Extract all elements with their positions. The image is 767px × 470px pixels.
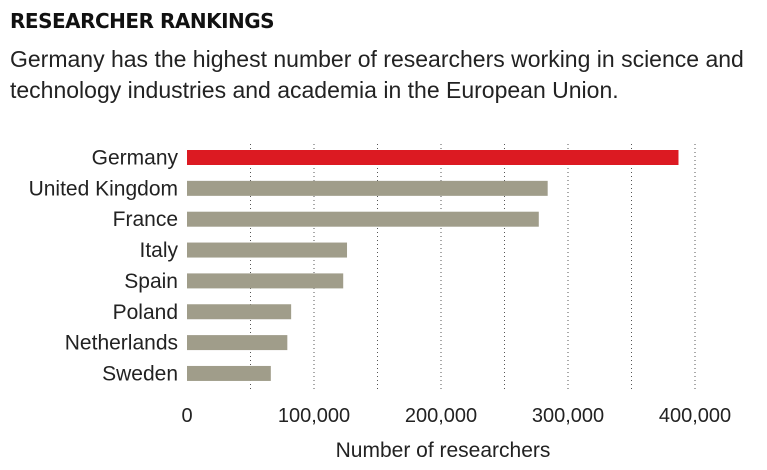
x-axis-ticks: 0 100,000 200,000 300,000 400,000 — [181, 405, 731, 427]
bar-sweden — [187, 365, 271, 381]
bar-france — [187, 211, 539, 227]
x-tick-label: 400,000 — [659, 405, 731, 427]
bar-united-kingdom — [187, 180, 548, 196]
category-label: United Kingdom — [29, 177, 178, 200]
x-tick-label: 0 — [181, 405, 192, 427]
bar-poland — [187, 304, 292, 320]
bar-italy — [187, 242, 348, 258]
chart-title: RESEARCHER RANKINGS — [10, 9, 275, 33]
x-tick-label: 200,000 — [405, 405, 477, 427]
bar-germany — [187, 150, 679, 165]
category-label: France — [113, 208, 178, 231]
category-label: Sweden — [102, 362, 178, 385]
category-label: Netherlands — [65, 332, 178, 355]
gridlines — [250, 144, 696, 392]
x-axis-label: Number of researchers — [336, 439, 551, 462]
category-label: Spain — [124, 270, 178, 293]
bar-spain — [187, 273, 344, 289]
category-labels: Germany United Kingdom France Italy Spain Pol… — [29, 147, 179, 386]
x-tick-label: 300,000 — [532, 405, 604, 427]
category-label: Italy — [139, 239, 178, 262]
bars — [187, 150, 679, 381]
bar-netherlands — [187, 335, 288, 351]
category-label: Germany — [92, 147, 179, 170]
chart-subtitle: Germany has the highest number of resear… — [10, 46, 744, 103]
x-tick-label: 100,000 — [278, 405, 350, 427]
category-label: Poland — [113, 301, 178, 324]
bar-chart: Germany United Kingdom France Italy Spain Pol… — [29, 144, 731, 462]
